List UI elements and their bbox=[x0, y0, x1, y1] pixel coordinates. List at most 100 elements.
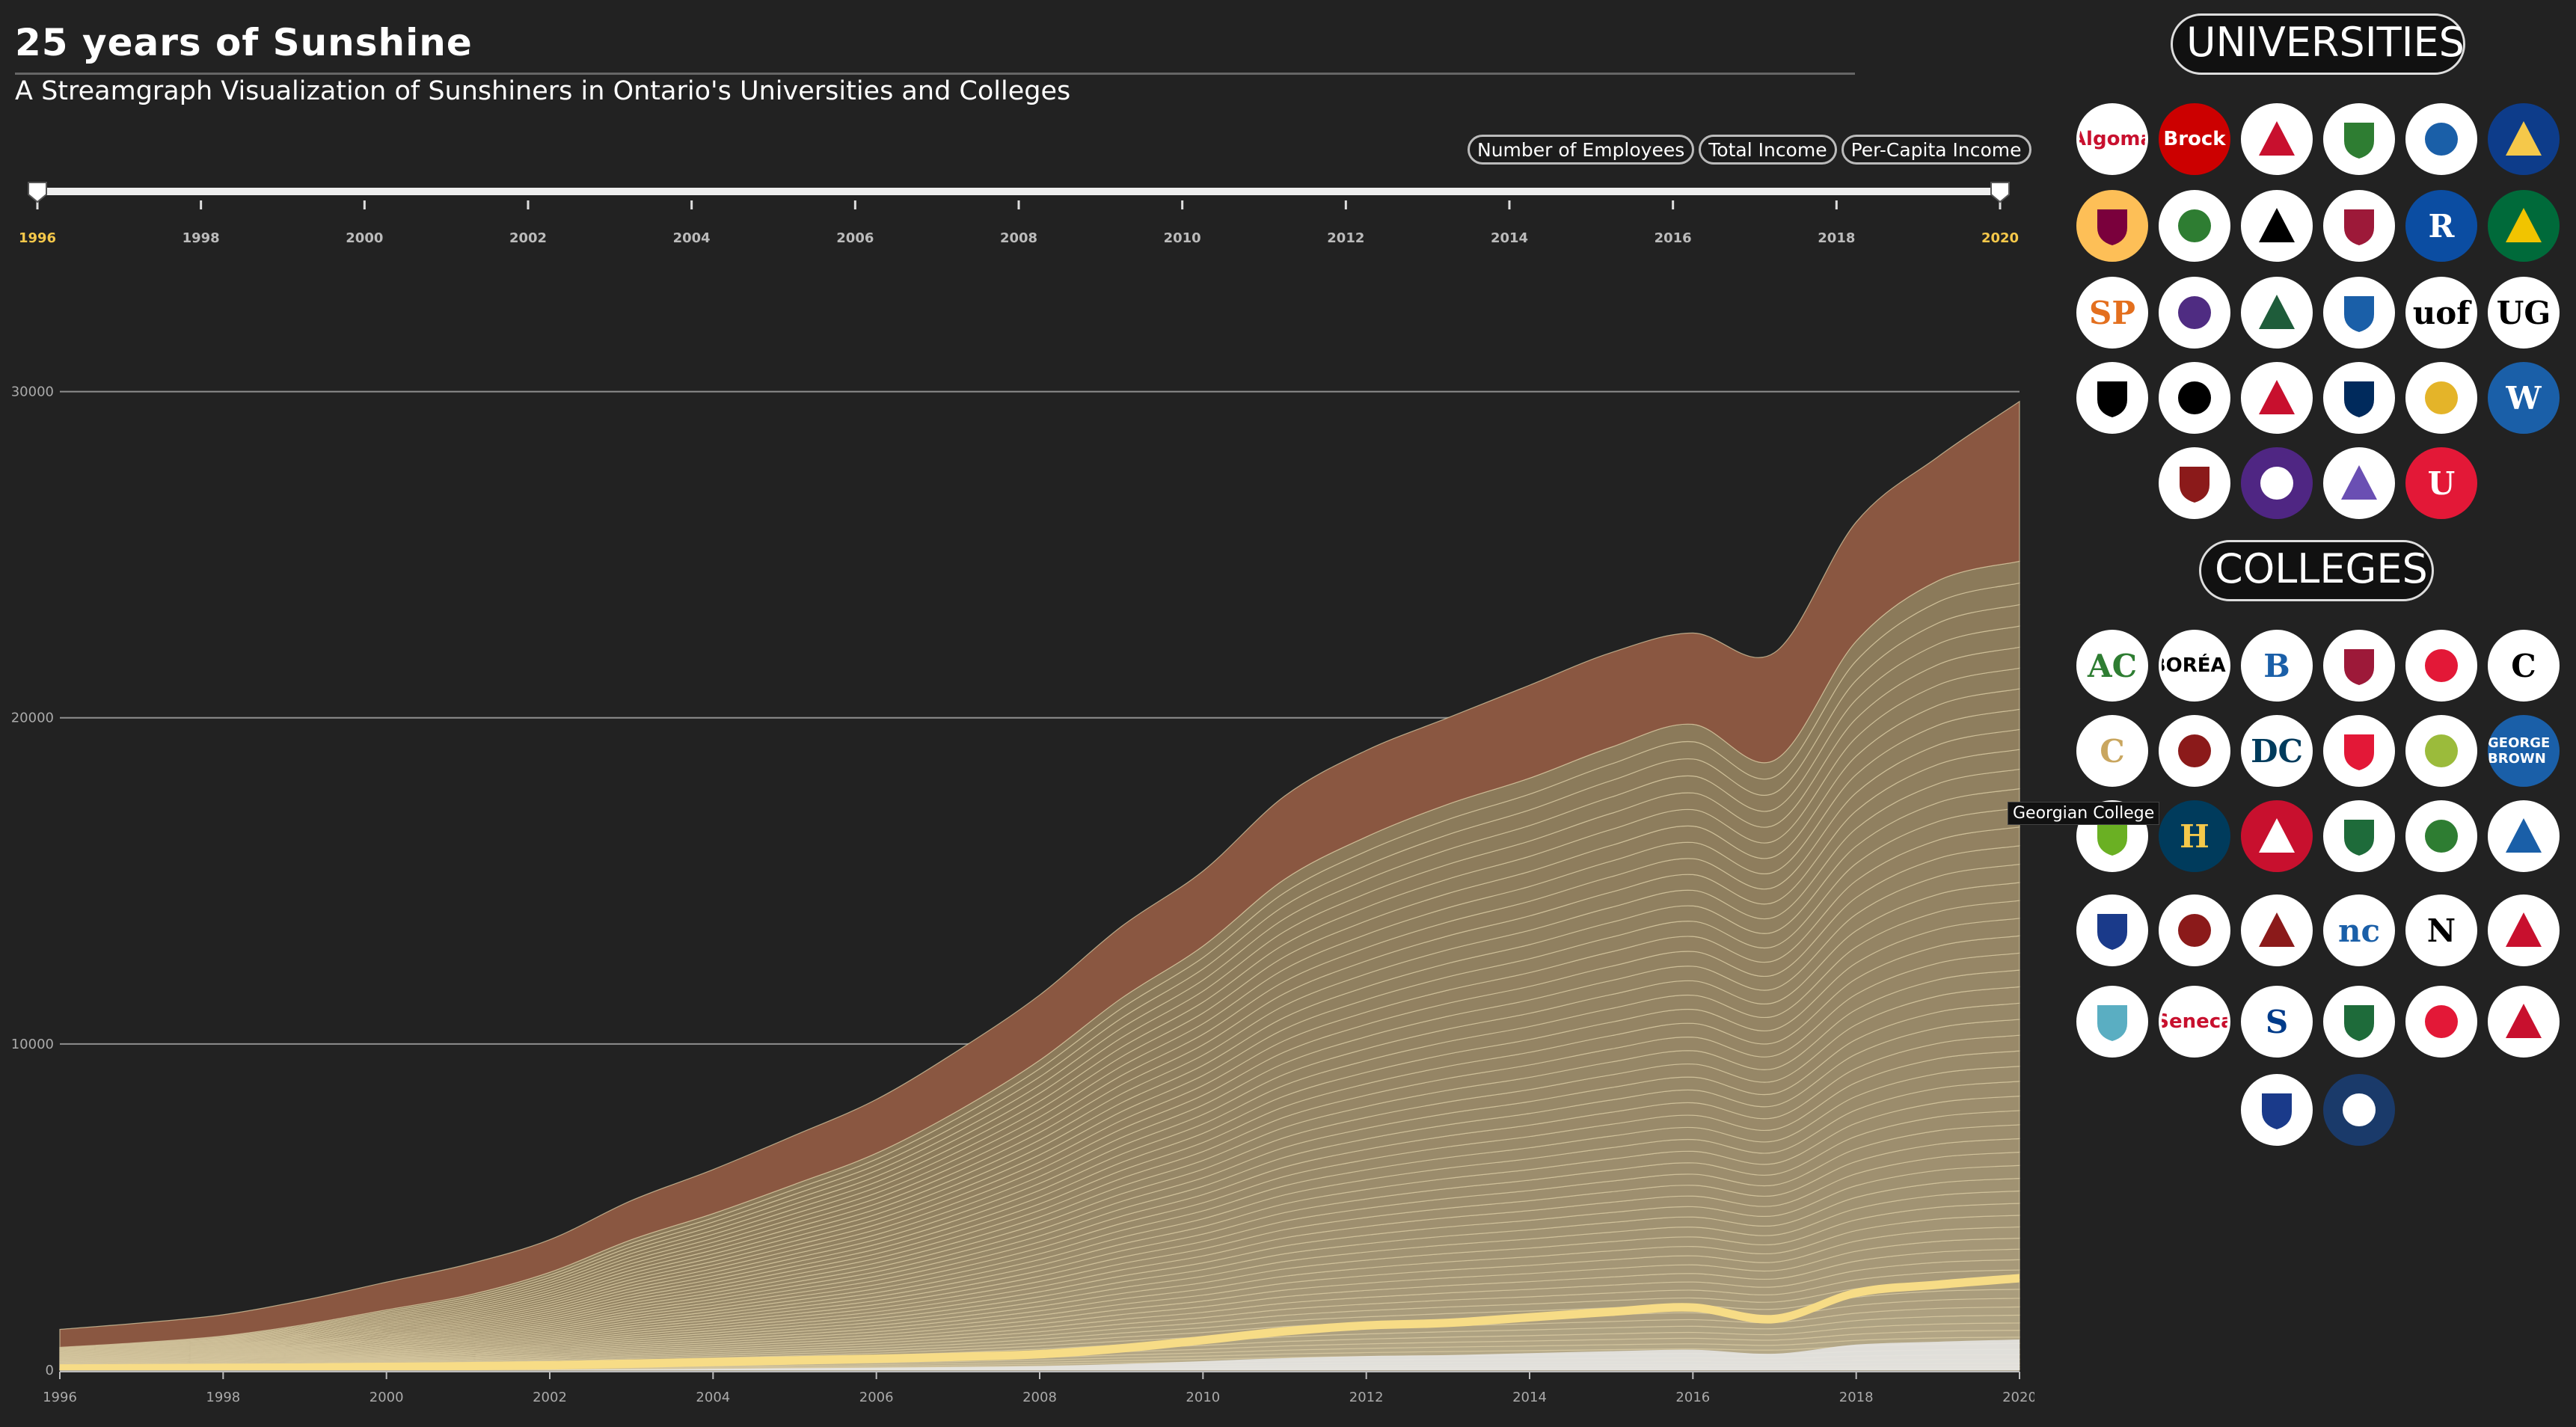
algoma-logo-text: Algoma bbox=[2079, 128, 2145, 150]
ryerson-logo-text: R bbox=[2428, 207, 2455, 245]
streamgraph-chart: 0 10000 20000 30000 1996 1998 2000 2002 2004 2006… bbox=[11, 384, 2034, 1405]
x-tick-label: 2006 bbox=[859, 1390, 894, 1405]
college-seneca-logo[interactable]: Seneca bbox=[2159, 986, 2230, 1058]
college-canadore-logo[interactable] bbox=[2323, 630, 2395, 702]
college-union-jack-logo[interactable] bbox=[2076, 894, 2148, 966]
western-icon bbox=[2260, 467, 2293, 500]
shield-crest-icon bbox=[2506, 912, 2542, 947]
college-st-clair-logo[interactable] bbox=[2323, 986, 2395, 1058]
university-saskatchewan-logo[interactable] bbox=[2488, 190, 2560, 262]
n-logo-text: N bbox=[2426, 912, 2456, 949]
university-uof-logo[interactable]: uof bbox=[2405, 277, 2477, 349]
college-n-logo[interactable]: N bbox=[2405, 894, 2477, 966]
university-lakehead-logo[interactable] bbox=[2405, 103, 2477, 175]
maple-leaf-icon bbox=[2341, 465, 2377, 500]
university-laurier-logo[interactable] bbox=[2159, 277, 2230, 349]
university-nipissing-logo[interactable] bbox=[2159, 190, 2230, 262]
northern-logo-text: nc bbox=[2337, 912, 2381, 949]
university-western-logo[interactable] bbox=[2241, 447, 2313, 519]
stream-layers bbox=[59, 400, 2020, 1371]
college-algonquin-logo[interactable]: AC bbox=[2076, 630, 2148, 702]
canadore-icon bbox=[2344, 649, 2374, 685]
university-saint-paul-logo[interactable]: SP bbox=[2076, 277, 2148, 349]
university-carleton-logo[interactable] bbox=[2241, 103, 2313, 175]
university-building-logo[interactable] bbox=[2076, 362, 2148, 434]
university-guelph-logo[interactable]: UG bbox=[2488, 277, 2560, 349]
university-queens-logo[interactable] bbox=[2323, 190, 2395, 262]
durham-logo-text: DC bbox=[2251, 732, 2303, 770]
year-range-slider[interactable]: 1996 1998 2000 2002 2004 2006 2008 2010 2012 2014… bbox=[0, 172, 2034, 254]
college-shield-crest-logo[interactable] bbox=[2488, 894, 2560, 966]
college-boreal-logo[interactable]: BORÉAL bbox=[2159, 630, 2230, 702]
slider-tick-label: 2012 bbox=[1327, 230, 1364, 246]
mcmaster-icon bbox=[2097, 209, 2127, 245]
cambrian-logo-text: B bbox=[2263, 647, 2290, 684]
university-maple-leaf-logo[interactable] bbox=[2323, 447, 2395, 519]
college-durham-logo[interactable]: DC bbox=[2241, 715, 2313, 787]
university-flame-logo[interactable] bbox=[2241, 362, 2313, 434]
stream-base-layer bbox=[60, 1339, 2020, 1371]
college-cambrian-logo[interactable]: B bbox=[2241, 630, 2313, 702]
brock-logo-text: Brock bbox=[2163, 128, 2226, 150]
slider-tick-label: 2006 bbox=[836, 230, 874, 246]
college-sault-logo[interactable] bbox=[2076, 986, 2148, 1058]
number-of-employees-button[interactable]: Number of Employees bbox=[1468, 135, 1695, 165]
college-loyalist-logo[interactable] bbox=[2405, 800, 2477, 872]
university-trent-logo[interactable] bbox=[2241, 277, 2313, 349]
college-durham-tribal-logo[interactable] bbox=[2159, 715, 2230, 787]
college-blue-crest-logo[interactable] bbox=[2241, 1074, 2313, 1146]
x-tick-label: 2016 bbox=[1675, 1390, 1710, 1405]
university-uoit-logo[interactable] bbox=[2323, 277, 2395, 349]
la-cite-icon bbox=[2344, 820, 2374, 856]
university-ryerson-logo[interactable]: R bbox=[2405, 190, 2477, 262]
niagara-bars-icon bbox=[2259, 912, 2295, 947]
college-confederation-logo[interactable]: C bbox=[2076, 715, 2148, 787]
college-la-cite-logo[interactable] bbox=[2323, 800, 2395, 872]
boreal-logo-text: BORÉAL bbox=[2162, 654, 2227, 677]
college-crest-logo[interactable] bbox=[2159, 894, 2230, 966]
college-lambton-logo[interactable] bbox=[2241, 800, 2313, 872]
university-ocad-logo[interactable] bbox=[2241, 190, 2313, 262]
university-pillars-logo[interactable] bbox=[2159, 362, 2230, 434]
college-fanshawe-logo[interactable] bbox=[2323, 715, 2395, 787]
college-centennial-logo[interactable] bbox=[2405, 630, 2477, 702]
college-niagara-bars-logo[interactable] bbox=[2241, 894, 2313, 966]
college-navy-crest-logo[interactable] bbox=[2323, 1074, 2395, 1146]
hover-tooltip: Georgian College bbox=[2008, 802, 2160, 825]
stream-layer[interactable] bbox=[59, 400, 2020, 1348]
university-laurentian-logo[interactable] bbox=[2488, 103, 2560, 175]
college-sheridan-logo[interactable]: S bbox=[2241, 986, 2313, 1058]
total-income-button[interactable]: Total Income bbox=[1699, 135, 1837, 165]
slider-start-handle[interactable] bbox=[28, 182, 47, 203]
fleming-icon bbox=[2425, 734, 2458, 767]
college-humber-logo[interactable]: H bbox=[2159, 800, 2230, 872]
mohawk-icon bbox=[2506, 818, 2542, 853]
uof-logo-text: uof bbox=[2412, 294, 2471, 331]
university-huntington-logo[interactable] bbox=[2323, 103, 2395, 175]
loyalist-icon bbox=[2425, 820, 2458, 853]
college-st-lawrence-logo[interactable] bbox=[2405, 986, 2477, 1058]
college-mohawk-logo[interactable] bbox=[2488, 800, 2560, 872]
university-windsor-logo[interactable]: W bbox=[2488, 362, 2560, 434]
university-york-logo[interactable]: U bbox=[2405, 447, 2477, 519]
college-george-brown-logo[interactable]: GEORGE BROWN bbox=[2488, 715, 2560, 787]
x-tick-label: 2004 bbox=[696, 1390, 730, 1405]
college-northern-logo[interactable]: nc bbox=[2323, 894, 2395, 966]
y-tick-label: 20000 bbox=[11, 711, 54, 726]
university-mcmaster-logo[interactable] bbox=[2076, 190, 2148, 262]
university-toronto-logo[interactable] bbox=[2323, 362, 2395, 434]
slider-end-handle[interactable] bbox=[1990, 182, 2010, 203]
per-capita-income-button[interactable]: Per-Capita Income bbox=[1841, 135, 2031, 165]
page-subtitle: A Streamgraph Visualization of Sunshiner… bbox=[15, 76, 1071, 106]
college-conestoga-logo[interactable]: C bbox=[2488, 630, 2560, 702]
university-algoma-logo[interactable]: Algoma bbox=[2076, 103, 2148, 175]
slider-tick-label: 2010 bbox=[1164, 230, 1201, 246]
highlighted-series[interactable] bbox=[60, 1274, 2020, 1371]
university-brock-logo[interactable]: Brock bbox=[2159, 103, 2230, 175]
university-trinity-logo[interactable] bbox=[2159, 447, 2230, 519]
college-fleming-logo[interactable] bbox=[2405, 715, 2477, 787]
college-college-crest-logo[interactable] bbox=[2488, 986, 2560, 1058]
huntington-icon bbox=[2344, 123, 2374, 159]
sheridan-logo-text: S bbox=[2265, 1003, 2289, 1040]
university-waterloo-logo[interactable] bbox=[2405, 362, 2477, 434]
